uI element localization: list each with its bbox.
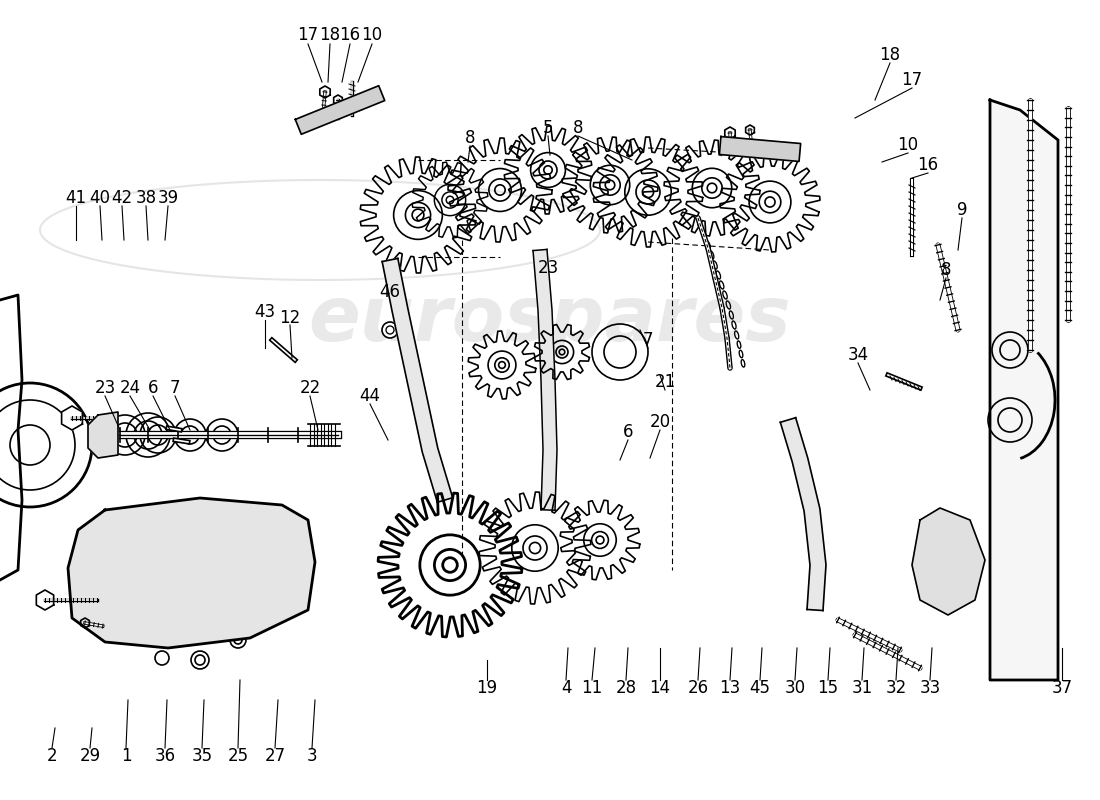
Text: 11: 11: [582, 679, 603, 697]
Polygon shape: [990, 100, 1058, 680]
Text: 9: 9: [957, 201, 967, 219]
Polygon shape: [534, 250, 557, 510]
Text: 13: 13: [719, 679, 740, 697]
Text: 16: 16: [917, 156, 938, 174]
Text: 28: 28: [615, 679, 637, 697]
Text: 1: 1: [121, 747, 131, 765]
Text: 19: 19: [476, 679, 497, 697]
Text: 20: 20: [649, 413, 671, 431]
Text: 5: 5: [542, 119, 553, 137]
Text: 10: 10: [898, 136, 918, 154]
Text: 41: 41: [65, 189, 87, 207]
Text: 24: 24: [120, 379, 141, 397]
Polygon shape: [320, 86, 330, 98]
Polygon shape: [746, 125, 755, 135]
Text: 17: 17: [901, 71, 923, 89]
Text: 18: 18: [319, 26, 341, 44]
Text: 8: 8: [940, 261, 952, 279]
Text: 25: 25: [228, 747, 249, 765]
Text: 29: 29: [79, 747, 100, 765]
Text: eurospares: eurospares: [309, 283, 791, 357]
Polygon shape: [780, 418, 826, 610]
Text: 45: 45: [749, 679, 770, 697]
Circle shape: [170, 570, 180, 580]
Text: 8: 8: [573, 119, 583, 137]
Polygon shape: [295, 86, 385, 134]
Polygon shape: [333, 95, 342, 105]
Text: 40: 40: [89, 189, 110, 207]
Text: 10: 10: [362, 26, 383, 44]
Polygon shape: [719, 137, 801, 162]
Polygon shape: [80, 618, 89, 628]
Text: 7: 7: [642, 331, 653, 349]
Text: 12: 12: [279, 309, 300, 327]
Text: 31: 31: [851, 679, 872, 697]
Polygon shape: [88, 412, 118, 458]
Polygon shape: [62, 406, 82, 430]
Text: 34: 34: [847, 346, 869, 364]
Text: 8: 8: [464, 129, 475, 147]
Text: 4: 4: [561, 679, 571, 697]
Polygon shape: [36, 590, 54, 610]
Text: 17: 17: [297, 26, 319, 44]
Circle shape: [382, 322, 398, 338]
Text: 27: 27: [264, 747, 286, 765]
Text: 14: 14: [649, 679, 671, 697]
Text: 16: 16: [340, 26, 361, 44]
Text: 37: 37: [1052, 679, 1072, 697]
Text: 43: 43: [254, 303, 276, 321]
Text: 30: 30: [784, 679, 805, 697]
Text: 15: 15: [817, 679, 838, 697]
Text: 23: 23: [95, 379, 116, 397]
Text: 3: 3: [307, 747, 317, 765]
Text: 18: 18: [879, 46, 901, 64]
Text: 7: 7: [169, 379, 180, 397]
Text: 2: 2: [46, 747, 57, 765]
Polygon shape: [382, 258, 453, 502]
Text: 6: 6: [147, 379, 158, 397]
Text: 22: 22: [299, 379, 320, 397]
Text: 35: 35: [191, 747, 212, 765]
Polygon shape: [68, 498, 315, 648]
Text: 38: 38: [135, 189, 156, 207]
Text: 23: 23: [538, 259, 559, 277]
Polygon shape: [912, 508, 984, 615]
Text: 44: 44: [360, 387, 381, 405]
Text: 6: 6: [623, 423, 634, 441]
Text: 36: 36: [154, 747, 176, 765]
Text: 21: 21: [654, 373, 675, 391]
Text: 33: 33: [920, 679, 940, 697]
Polygon shape: [725, 127, 735, 139]
Text: 32: 32: [886, 679, 906, 697]
Text: 46: 46: [379, 283, 400, 301]
Text: 26: 26: [688, 679, 708, 697]
Text: 39: 39: [157, 189, 178, 207]
Text: 42: 42: [111, 189, 133, 207]
